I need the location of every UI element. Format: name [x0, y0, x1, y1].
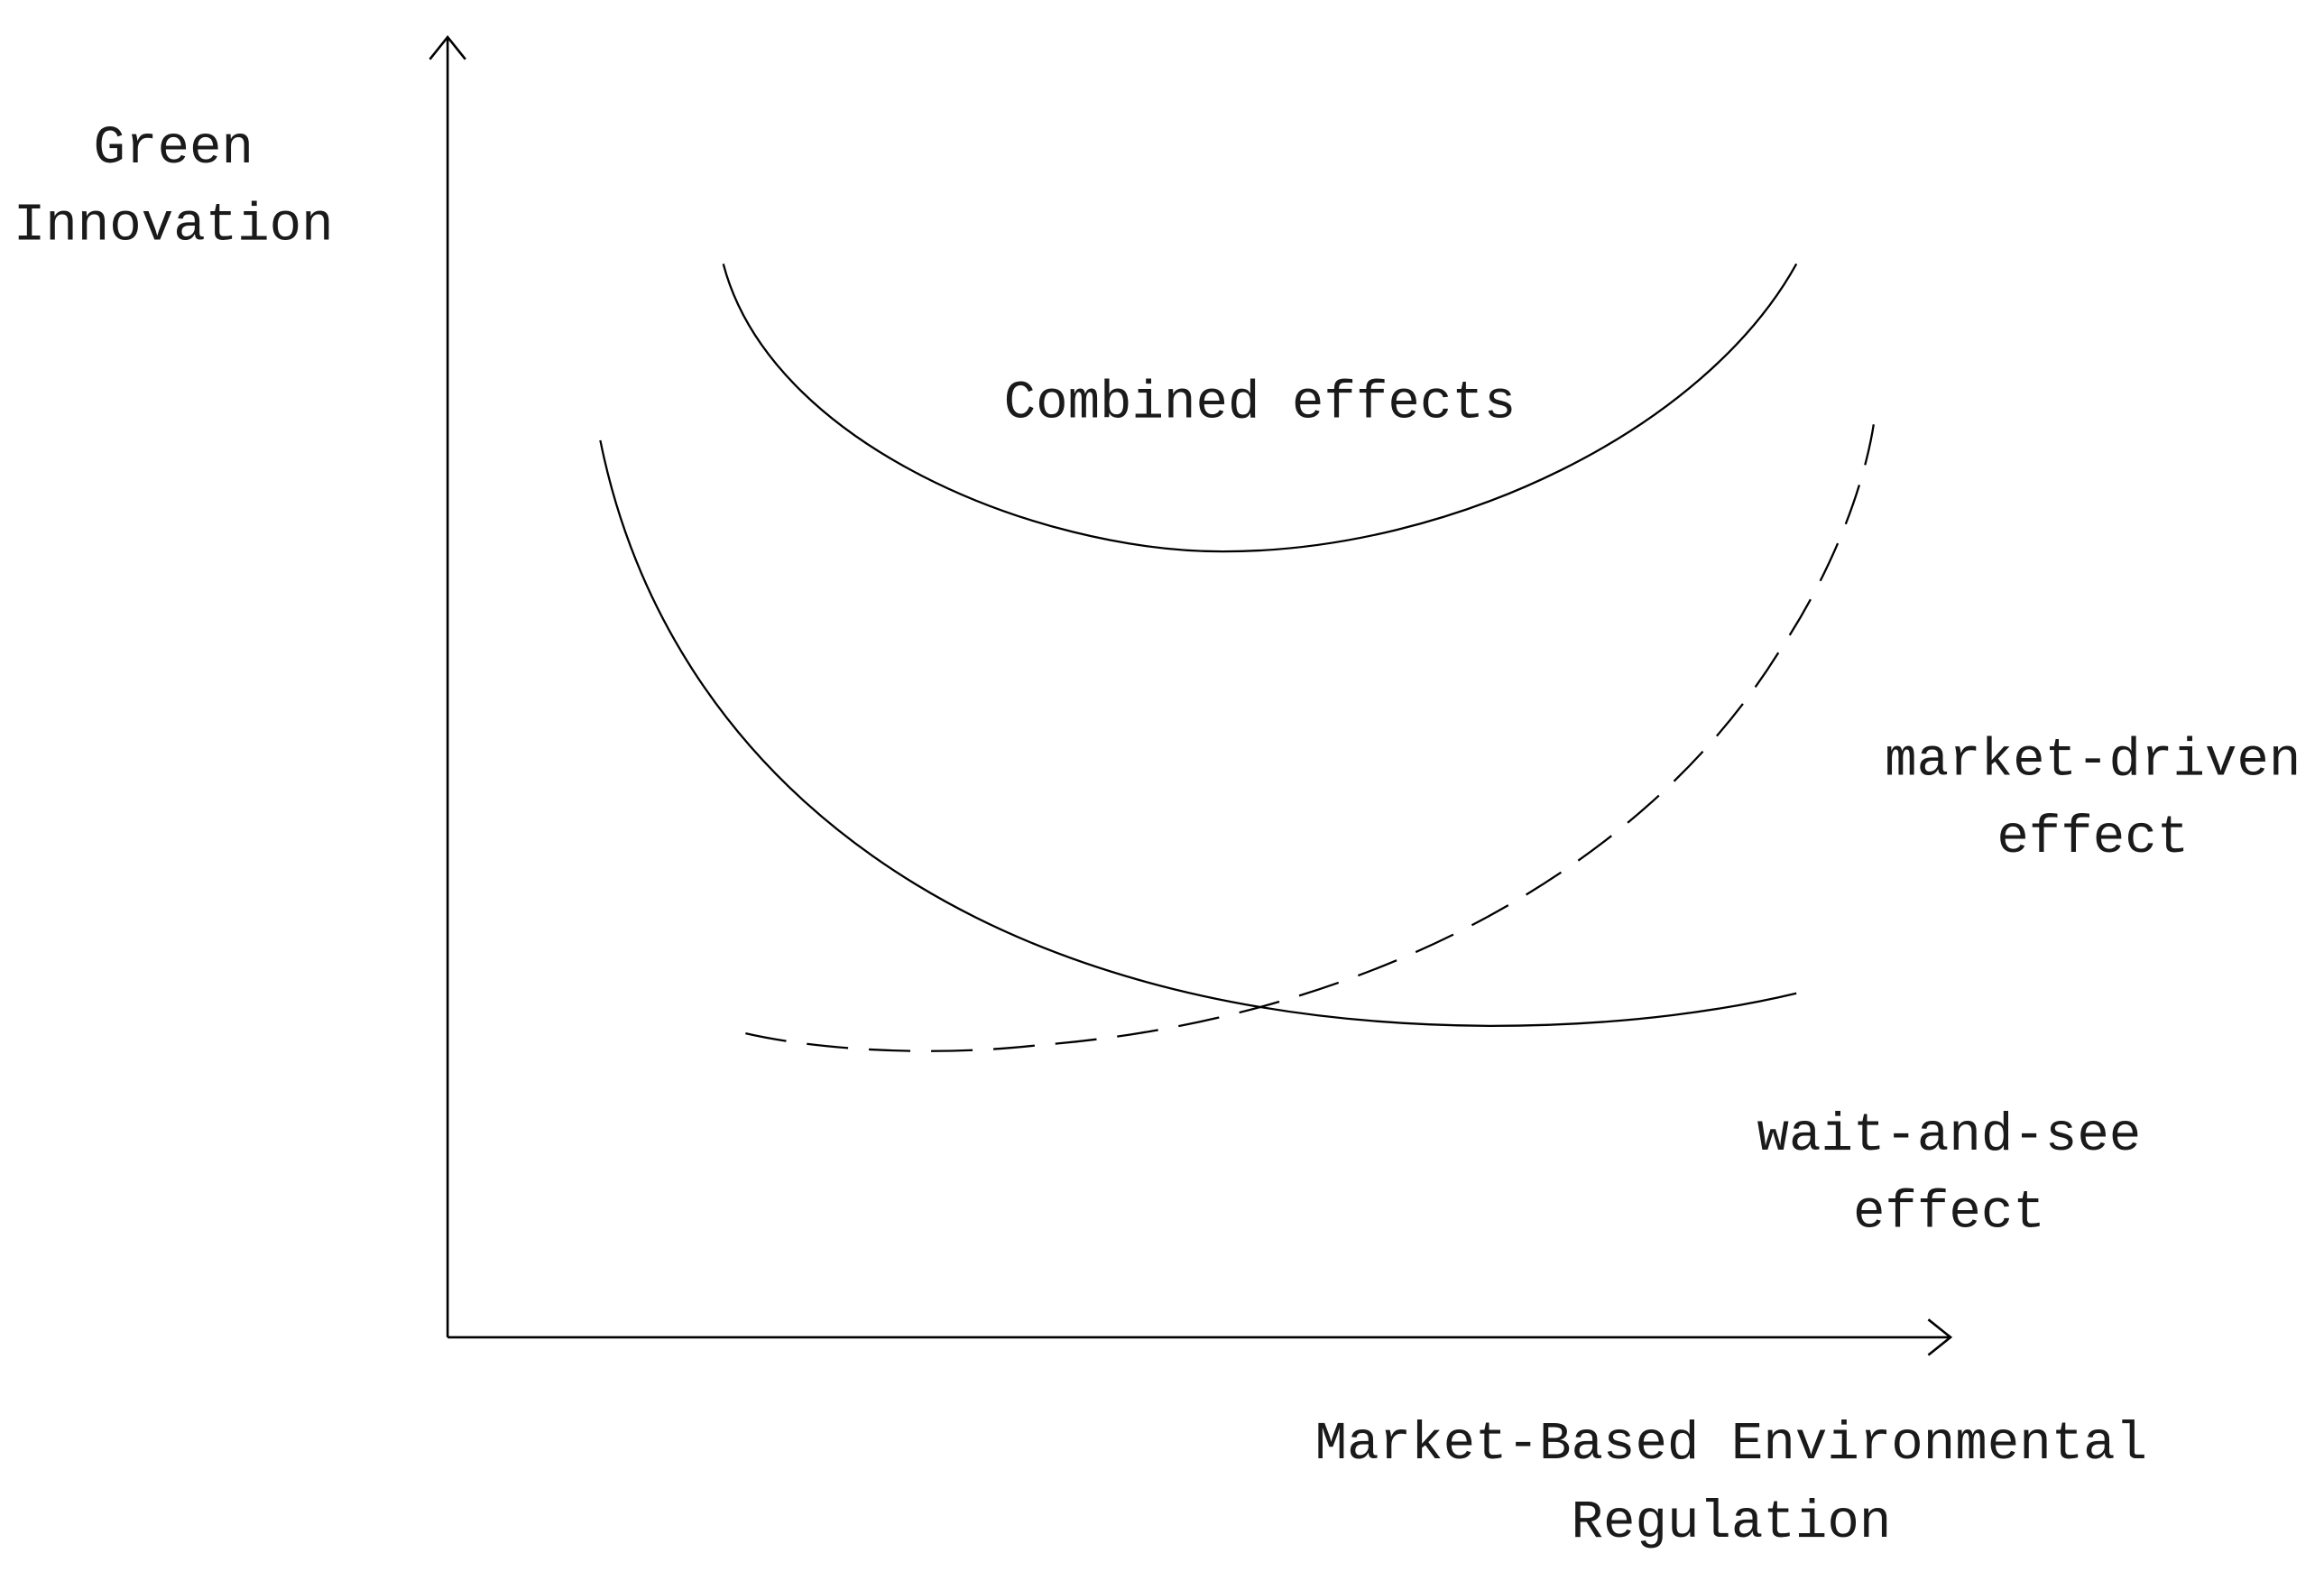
- curve-label: Combined effects: [1004, 373, 1517, 433]
- y-axis-arrow: [429, 34, 466, 60]
- combined-curve: [722, 263, 1798, 553]
- curve-label: effect: [1997, 808, 2189, 868]
- x-axis-arrow: [1927, 1318, 1953, 1356]
- x-axis-label: Regulation: [1572, 1493, 1892, 1553]
- wait-and-see-curve: [599, 439, 1797, 1028]
- diagram-body: Green Innovation Combined effects market…: [14, 34, 2301, 1553]
- curve-label: market-driven: [1885, 730, 2301, 790]
- x-axis-label: Market-Based Environmental: [1315, 1414, 2148, 1475]
- curve-label: effect: [1853, 1183, 2045, 1244]
- y-axis-label: Green: [94, 118, 254, 179]
- y-axis-label: Innovation: [14, 195, 334, 255]
- curve-label: wait-and-see: [1757, 1105, 2142, 1166]
- market-driven-curve: [745, 414, 1877, 1052]
